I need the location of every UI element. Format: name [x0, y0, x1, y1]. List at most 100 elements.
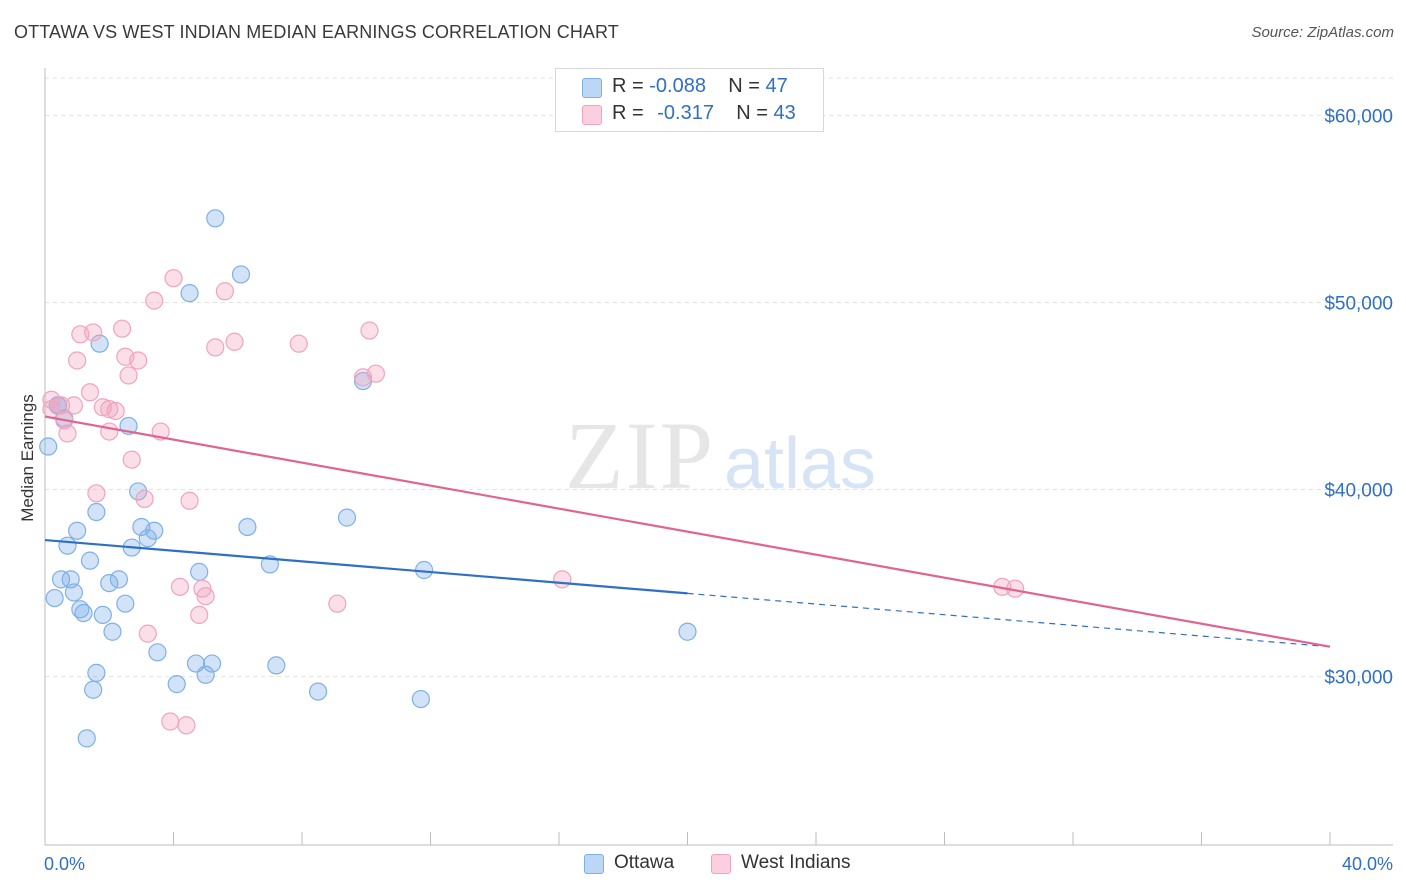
- west-indians-point: [177, 716, 196, 735]
- ottawa-point: [206, 209, 225, 228]
- legend-r-label: R =: [612, 102, 644, 124]
- data-points: [39, 209, 1025, 748]
- ottawa-point: [180, 284, 199, 303]
- x-tick-label-right: 40.0%: [1342, 854, 1393, 874]
- west-indians-point: [64, 396, 84, 415]
- ottawa-point: [190, 562, 209, 581]
- ottawa-point: [411, 689, 430, 709]
- west-indians-point: [215, 282, 234, 301]
- watermark-atlas: atlas: [724, 424, 876, 504]
- legend-r-value-ottawa: -0.088: [649, 75, 706, 97]
- source-label: Source: ZipAtlas.com: [1251, 24, 1394, 41]
- legend-n-value-ottawa: 47: [765, 75, 788, 97]
- west-indians-point: [360, 321, 379, 340]
- ottawa-point: [45, 588, 64, 608]
- legend-label-west-indians: West Indians: [741, 852, 851, 873]
- ottawa-point: [116, 594, 135, 613]
- west-indians-point: [190, 605, 209, 625]
- west-indians-point: [58, 424, 77, 443]
- west-indians-point: [100, 400, 119, 419]
- legend-n-label: N =: [728, 75, 760, 97]
- west-indians-point: [80, 383, 100, 402]
- gridlines: [45, 77, 1393, 678]
- west-indians-point: [366, 364, 385, 383]
- legend-swatch-ottawa: [584, 854, 604, 874]
- ottawa-point: [148, 643, 167, 662]
- ottawa-point: [77, 729, 96, 748]
- west-indians-point: [112, 319, 132, 338]
- ottawa-point: [109, 570, 128, 589]
- watermark-zip: ZIP: [565, 402, 715, 509]
- ottawa-point: [238, 517, 257, 537]
- west-indians-point: [122, 450, 141, 469]
- west-indians-point: [164, 269, 183, 288]
- west-indians-point: [42, 390, 61, 409]
- y-tick-label: $40,000: [1324, 481, 1393, 502]
- west-indians-point: [87, 484, 106, 503]
- ottawa-point: [308, 682, 328, 701]
- ottawa-point: [58, 536, 77, 555]
- ottawa-point: [138, 529, 157, 548]
- ottawa-point: [337, 508, 357, 527]
- ottawa-point: [267, 656, 286, 675]
- west-indians-point: [68, 351, 87, 370]
- west-indians-point: [196, 587, 215, 606]
- ottawa-point: [103, 622, 122, 641]
- legend-n-label: N =: [736, 102, 768, 124]
- ottawa-point: [64, 583, 84, 602]
- west-indians-trend-line: [44, 415, 1331, 648]
- trend-lines: [44, 415, 1331, 648]
- ottawa-trend-line-extension: [687, 592, 1331, 648]
- y-tick-labels: $30,000 $40,000 $50,000 $60,000: [1324, 106, 1393, 688]
- west-indians-point: [289, 334, 308, 353]
- legend-label-ottawa: Ottawa: [614, 852, 675, 873]
- west-indians-point: [170, 577, 190, 596]
- ottawa-point: [678, 622, 697, 641]
- ottawa-point: [93, 605, 112, 625]
- y-tick-label: $60,000: [1324, 106, 1393, 127]
- legend-swatch-ottawa: [582, 78, 602, 98]
- legend-n-value-west-indians: 43: [773, 102, 796, 124]
- ottawa-trend-line: [44, 538, 688, 595]
- ottawa-point: [39, 437, 58, 456]
- ottawa-point: [80, 551, 100, 570]
- west-indians-point: [84, 323, 103, 342]
- x-tick-label-left: 0.0%: [44, 854, 85, 874]
- ottawa-point: [231, 265, 251, 284]
- ottawa-point: [145, 521, 164, 540]
- west-indians-point: [180, 491, 199, 510]
- west-indians-point: [161, 712, 180, 731]
- ottawa-point: [51, 570, 71, 589]
- legend-swatch-west-indians: [711, 854, 731, 874]
- west-indians-point: [51, 396, 71, 415]
- ottawa-point: [196, 665, 215, 684]
- west-indians-point: [106, 401, 125, 421]
- ottawa-point: [129, 482, 148, 501]
- west-indians-point: [206, 338, 225, 357]
- stats-legend: R = -0.088 N = 47 R = -0.317 N = 43: [555, 68, 824, 132]
- west-indians-point: [135, 489, 154, 509]
- ottawa-point: [84, 680, 103, 699]
- west-indians-point: [138, 624, 157, 643]
- ottawa-point: [202, 654, 222, 673]
- y-axis-label: Median Earnings: [18, 394, 37, 522]
- chart-title: OTTAWA VS WEST INDIAN MEDIAN EARNINGS CO…: [14, 22, 619, 42]
- ottawa-point: [87, 663, 106, 682]
- west-indians-point: [100, 422, 119, 441]
- west-indians-point: [225, 332, 244, 351]
- ottawa-point: [87, 502, 106, 522]
- west-indians-point: [328, 594, 347, 613]
- west-indians-point: [129, 351, 148, 370]
- y-tick-label: $50,000: [1324, 293, 1393, 314]
- west-indians-point: [145, 291, 164, 310]
- ottawa-point: [90, 334, 109, 353]
- legend-swatch-west-indians: [582, 105, 602, 125]
- west-indians-point: [119, 366, 138, 385]
- axes: [44, 68, 1393, 846]
- ottawa-point: [167, 675, 186, 694]
- ottawa-point: [100, 573, 119, 593]
- legend-r-label: R =: [612, 75, 644, 97]
- ottawa-point: [74, 603, 93, 623]
- ottawa-point: [68, 521, 87, 540]
